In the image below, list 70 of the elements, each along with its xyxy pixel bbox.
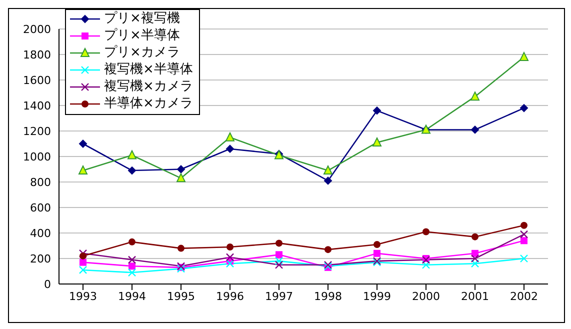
point xyxy=(470,254,480,263)
point xyxy=(276,240,282,247)
point xyxy=(324,176,332,185)
point xyxy=(472,233,478,240)
legend-label: プリ×複写機 xyxy=(104,10,180,27)
y-tick-label: 2000 xyxy=(23,22,51,36)
point xyxy=(226,253,234,262)
point xyxy=(274,260,284,269)
y-tick-label: 400 xyxy=(30,226,51,240)
x-tick-label: 1999 xyxy=(363,290,391,303)
point xyxy=(78,266,88,274)
point xyxy=(226,260,234,268)
point xyxy=(128,256,136,264)
point xyxy=(226,144,234,153)
y-tick-label: 200 xyxy=(30,252,51,266)
point xyxy=(374,240,380,248)
x-tick-label: 1997 xyxy=(265,290,293,303)
point xyxy=(79,140,87,148)
x-tick-label: 1996 xyxy=(216,290,244,303)
point xyxy=(128,268,136,277)
legend-label: プリ×半導体 xyxy=(104,27,180,44)
x-tick-label: 1993 xyxy=(69,290,97,303)
x-tick-label: 1994 xyxy=(118,290,146,303)
x-tick-label: 2001 xyxy=(461,290,489,303)
point xyxy=(128,238,136,246)
y-tick-label: 600 xyxy=(30,201,51,214)
point xyxy=(128,262,136,270)
point xyxy=(520,254,528,263)
y-tick-label: 0 xyxy=(44,278,51,291)
point xyxy=(274,256,284,266)
y-tick-label: 800 xyxy=(30,176,51,189)
y-tick-label: 1600 xyxy=(23,74,51,87)
legend-label: 半導体×カメラ xyxy=(104,95,193,112)
legend-label: 複写機×カメラ xyxy=(104,78,193,95)
point xyxy=(422,260,430,269)
point xyxy=(520,230,528,238)
point xyxy=(520,237,528,244)
y-tick-label: 1400 xyxy=(23,99,51,112)
point xyxy=(177,165,185,174)
point xyxy=(176,173,186,182)
y-tick-label: 1000 xyxy=(23,150,51,164)
point xyxy=(422,228,430,236)
point xyxy=(276,251,282,258)
point xyxy=(78,166,88,175)
point xyxy=(226,244,234,251)
point xyxy=(324,246,332,254)
point xyxy=(470,92,480,101)
x-tick-label: 1998 xyxy=(314,290,342,303)
x-tick-label: 2002 xyxy=(510,290,538,303)
legend-label: 複写機×半導体 xyxy=(104,61,193,78)
point xyxy=(128,166,136,175)
y-tick-label: 1800 xyxy=(23,48,51,62)
y-tick-label: 1200 xyxy=(23,124,51,138)
point xyxy=(520,104,528,112)
point xyxy=(373,106,381,115)
x-tick-label: 2000 xyxy=(412,290,440,303)
x-tick-label: 1995 xyxy=(167,290,195,303)
point xyxy=(226,132,234,142)
point xyxy=(372,137,382,146)
point xyxy=(80,258,86,266)
point xyxy=(520,222,528,229)
legend-label: プリ×カメラ xyxy=(104,44,180,61)
point xyxy=(470,260,480,268)
point xyxy=(80,252,86,260)
point xyxy=(324,166,332,175)
point xyxy=(128,150,136,160)
point xyxy=(520,52,528,62)
point xyxy=(471,126,479,134)
point xyxy=(374,250,380,257)
point xyxy=(178,244,184,252)
